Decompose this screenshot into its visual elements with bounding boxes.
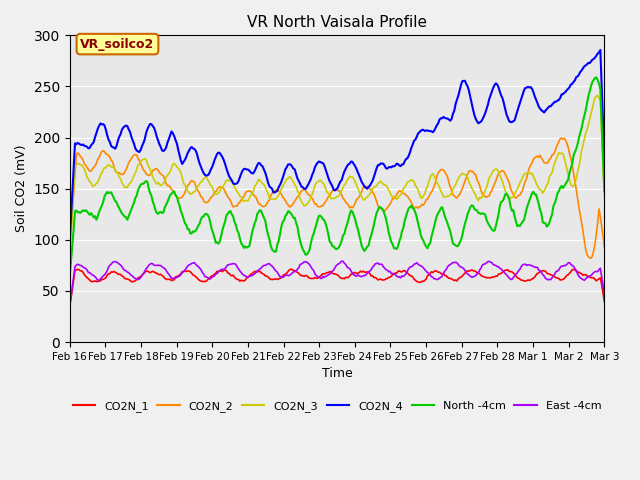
CO2N_3 bbox=[594, 93, 602, 98]
North -4cm bbox=[66, 274, 74, 280]
Line: CO2N_2: CO2N_2 bbox=[70, 138, 604, 258]
CO2N_2 bbox=[240, 193, 248, 199]
CO2N_2 bbox=[454, 193, 462, 199]
East -4cm bbox=[278, 275, 285, 281]
Y-axis label: Soil CO2 (mV): Soil CO2 (mV) bbox=[15, 145, 28, 232]
CO2N_3 bbox=[66, 253, 74, 259]
North -4cm bbox=[593, 74, 600, 80]
CO2N_2 bbox=[66, 248, 74, 253]
CO2N_2 bbox=[278, 192, 285, 197]
CO2N_1 bbox=[287, 266, 294, 272]
CO2N_1 bbox=[130, 278, 138, 284]
CO2N_3 bbox=[130, 173, 138, 179]
CO2N_4 bbox=[66, 240, 74, 245]
North -4cm bbox=[240, 245, 248, 251]
CO2N_2 bbox=[402, 192, 410, 198]
Text: VR_soilco2: VR_soilco2 bbox=[81, 37, 155, 50]
East -4cm bbox=[456, 264, 463, 269]
CO2N_4 bbox=[600, 156, 608, 162]
CO2N_1 bbox=[278, 274, 285, 280]
Title: VR North Vaisala Profile: VR North Vaisala Profile bbox=[247, 15, 427, 30]
East -4cm bbox=[600, 292, 608, 298]
CO2N_2 bbox=[130, 152, 138, 158]
East -4cm bbox=[66, 302, 74, 308]
CO2N_3 bbox=[600, 194, 608, 200]
East -4cm bbox=[404, 268, 412, 274]
Line: CO2N_4: CO2N_4 bbox=[70, 50, 604, 242]
CO2N_3 bbox=[402, 182, 410, 188]
East -4cm bbox=[240, 273, 248, 278]
CO2N_2 bbox=[587, 255, 595, 261]
CO2N_2 bbox=[452, 195, 460, 201]
East -4cm bbox=[338, 258, 346, 264]
North -4cm bbox=[402, 213, 410, 219]
CO2N_4 bbox=[402, 156, 410, 162]
North -4cm bbox=[454, 243, 462, 249]
CO2N_4 bbox=[596, 47, 604, 53]
North -4cm bbox=[278, 224, 285, 229]
CO2N_2 bbox=[557, 135, 565, 141]
CO2N_3 bbox=[454, 176, 462, 181]
East -4cm bbox=[453, 260, 461, 266]
Line: East -4cm: East -4cm bbox=[70, 261, 604, 305]
Line: North -4cm: North -4cm bbox=[70, 77, 604, 277]
North -4cm bbox=[600, 188, 608, 194]
CO2N_3 bbox=[452, 182, 460, 188]
CO2N_4 bbox=[240, 166, 248, 172]
Line: CO2N_3: CO2N_3 bbox=[70, 96, 604, 256]
North -4cm bbox=[452, 242, 460, 248]
East -4cm bbox=[130, 275, 138, 281]
CO2N_3 bbox=[278, 186, 285, 192]
North -4cm bbox=[130, 200, 138, 206]
CO2N_3 bbox=[240, 199, 248, 204]
CO2N_1 bbox=[66, 304, 74, 310]
CO2N_4 bbox=[278, 179, 285, 184]
CO2N_1 bbox=[404, 270, 412, 276]
Legend: CO2N_1, CO2N_2, CO2N_3, CO2N_4, North -4cm, East -4cm: CO2N_1, CO2N_2, CO2N_3, CO2N_4, North -4… bbox=[68, 397, 605, 417]
CO2N_1 bbox=[240, 278, 248, 284]
CO2N_4 bbox=[130, 141, 138, 146]
CO2N_4 bbox=[452, 101, 460, 107]
CO2N_4 bbox=[454, 93, 462, 99]
CO2N_1 bbox=[600, 299, 608, 305]
CO2N_1 bbox=[453, 278, 461, 284]
CO2N_1 bbox=[456, 275, 463, 280]
X-axis label: Time: Time bbox=[322, 367, 353, 380]
CO2N_2 bbox=[600, 244, 608, 250]
Line: CO2N_1: CO2N_1 bbox=[70, 269, 604, 307]
